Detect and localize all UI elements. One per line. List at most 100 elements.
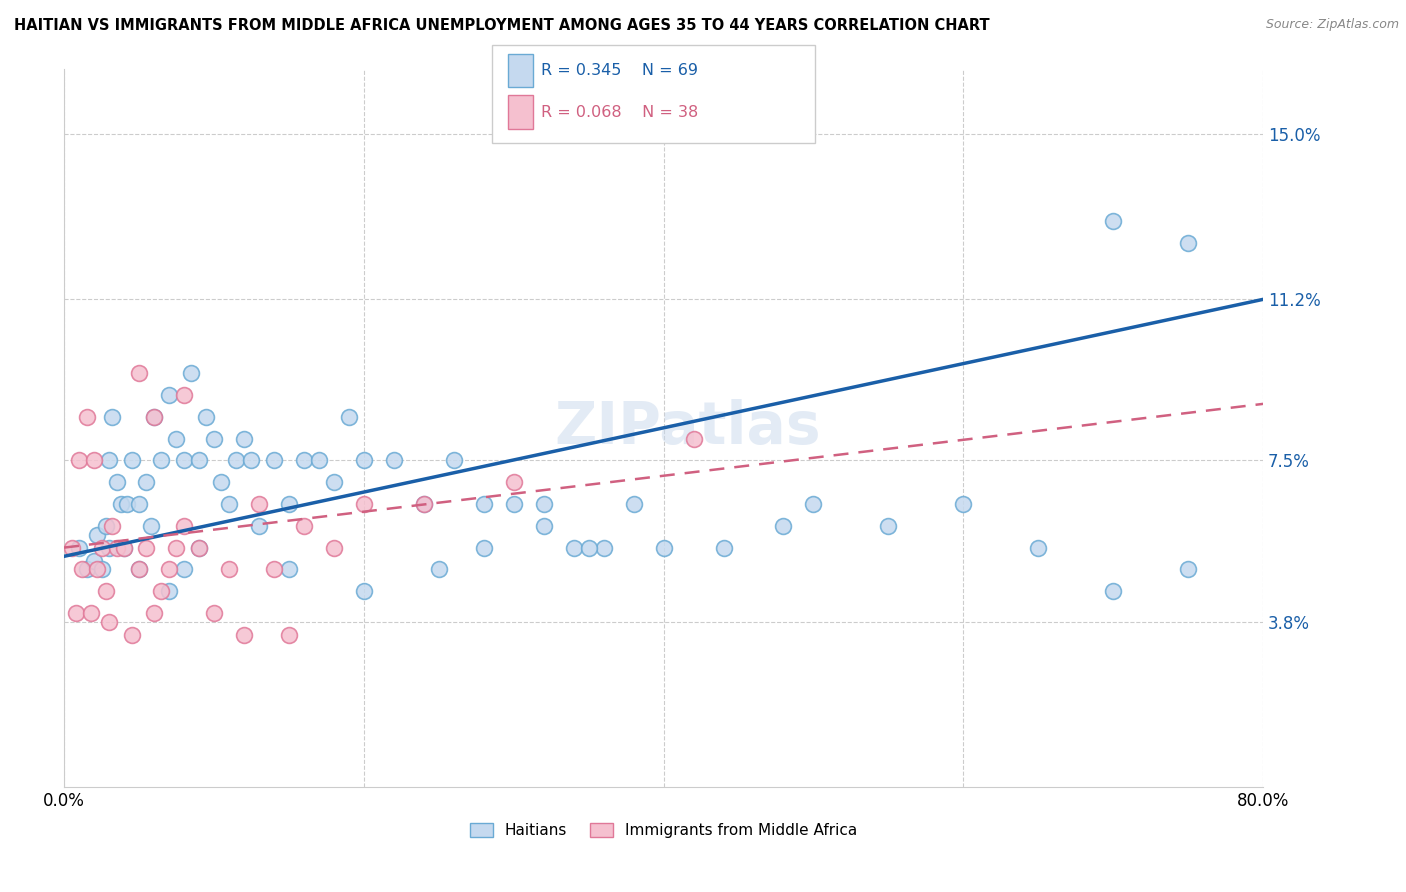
Point bbox=[263, 453, 285, 467]
Point bbox=[308, 453, 330, 467]
Point bbox=[67, 453, 90, 467]
Point bbox=[353, 497, 375, 511]
Point bbox=[112, 541, 135, 555]
Point bbox=[277, 497, 299, 511]
Point bbox=[98, 541, 121, 555]
Point bbox=[135, 541, 157, 555]
Point bbox=[533, 518, 555, 533]
Point bbox=[247, 497, 270, 511]
Point bbox=[209, 475, 232, 490]
Point bbox=[353, 584, 375, 599]
Point bbox=[682, 432, 704, 446]
Point bbox=[277, 562, 299, 576]
Point bbox=[502, 475, 524, 490]
Text: R = 0.345    N = 69: R = 0.345 N = 69 bbox=[541, 63, 699, 78]
Point bbox=[143, 606, 166, 620]
Point bbox=[382, 453, 405, 467]
Point bbox=[166, 541, 188, 555]
Point bbox=[240, 453, 263, 467]
Point bbox=[1177, 562, 1199, 576]
Point bbox=[202, 432, 225, 446]
Point bbox=[443, 453, 465, 467]
Point bbox=[202, 606, 225, 620]
Point bbox=[86, 562, 108, 576]
Point bbox=[65, 606, 87, 620]
Point bbox=[337, 409, 360, 424]
Point bbox=[263, 562, 285, 576]
Point bbox=[139, 518, 162, 533]
Point bbox=[166, 432, 188, 446]
Point bbox=[502, 497, 524, 511]
Point bbox=[86, 527, 108, 541]
Point bbox=[322, 475, 344, 490]
Point bbox=[94, 518, 117, 533]
Point bbox=[173, 453, 195, 467]
Point bbox=[232, 628, 254, 642]
Point bbox=[128, 497, 150, 511]
Point bbox=[623, 497, 645, 511]
Point bbox=[112, 541, 135, 555]
Text: Source: ZipAtlas.com: Source: ZipAtlas.com bbox=[1265, 18, 1399, 31]
Point bbox=[187, 541, 209, 555]
Point bbox=[80, 606, 103, 620]
Point bbox=[150, 584, 173, 599]
Point bbox=[83, 453, 105, 467]
Point bbox=[803, 497, 825, 511]
Point bbox=[292, 518, 315, 533]
Point bbox=[472, 541, 495, 555]
Point bbox=[322, 541, 344, 555]
Point bbox=[105, 475, 128, 490]
Point bbox=[772, 518, 794, 533]
Point bbox=[90, 562, 112, 576]
Point bbox=[150, 453, 173, 467]
Point bbox=[157, 562, 180, 576]
Point bbox=[105, 541, 128, 555]
Point bbox=[143, 409, 166, 424]
Point bbox=[592, 541, 614, 555]
Text: R = 0.068    N = 38: R = 0.068 N = 38 bbox=[541, 105, 699, 120]
Point bbox=[472, 497, 495, 511]
Point bbox=[412, 497, 434, 511]
Point bbox=[218, 562, 240, 576]
Point bbox=[110, 497, 132, 511]
Point bbox=[173, 388, 195, 402]
Point bbox=[143, 409, 166, 424]
Point bbox=[713, 541, 735, 555]
Point bbox=[90, 541, 112, 555]
Legend: Haitians, Immigrants from Middle Africa: Haitians, Immigrants from Middle Africa bbox=[464, 817, 863, 844]
Point bbox=[94, 584, 117, 599]
Point bbox=[232, 432, 254, 446]
Point bbox=[98, 615, 121, 629]
Point bbox=[173, 562, 195, 576]
Point bbox=[353, 453, 375, 467]
Point bbox=[277, 628, 299, 642]
Point bbox=[292, 453, 315, 467]
Point bbox=[187, 541, 209, 555]
Point bbox=[60, 541, 83, 555]
Text: HAITIAN VS IMMIGRANTS FROM MIDDLE AFRICA UNEMPLOYMENT AMONG AGES 35 TO 44 YEARS : HAITIAN VS IMMIGRANTS FROM MIDDLE AFRICA… bbox=[14, 18, 990, 33]
Point bbox=[225, 453, 247, 467]
Point bbox=[157, 388, 180, 402]
Point bbox=[1102, 214, 1125, 228]
Point bbox=[83, 554, 105, 568]
Point bbox=[173, 518, 195, 533]
Point bbox=[101, 409, 124, 424]
Point bbox=[1177, 235, 1199, 250]
Point bbox=[578, 541, 600, 555]
Point bbox=[247, 518, 270, 533]
Point bbox=[115, 497, 138, 511]
Point bbox=[1102, 584, 1125, 599]
Text: ZIPatlas: ZIPatlas bbox=[554, 400, 821, 457]
Point bbox=[195, 409, 218, 424]
Point bbox=[70, 562, 93, 576]
Point bbox=[652, 541, 675, 555]
Point bbox=[877, 518, 900, 533]
Point bbox=[76, 562, 98, 576]
Point bbox=[98, 453, 121, 467]
Point bbox=[180, 367, 202, 381]
Point bbox=[128, 562, 150, 576]
Point bbox=[157, 584, 180, 599]
Point bbox=[533, 497, 555, 511]
Point bbox=[187, 453, 209, 467]
Point bbox=[427, 562, 450, 576]
